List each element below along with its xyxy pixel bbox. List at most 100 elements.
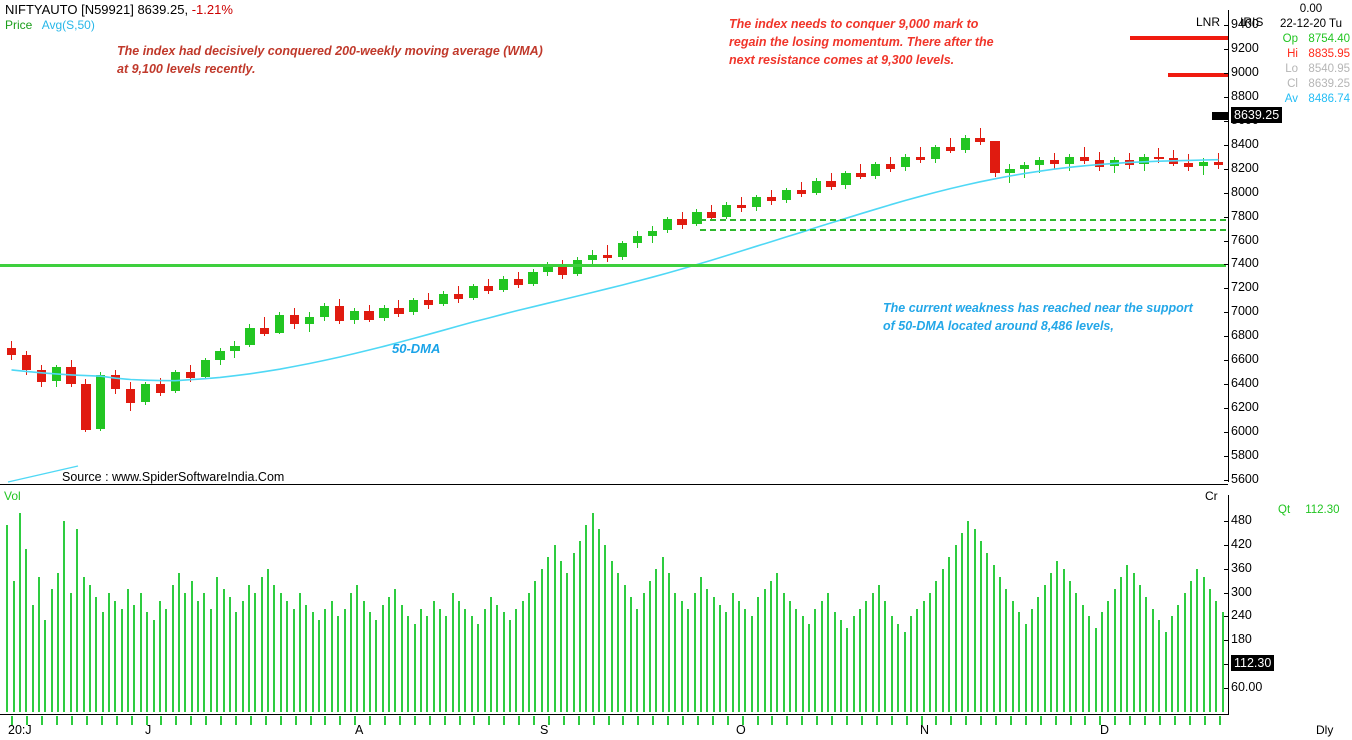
price-chart-panel[interactable]: [0, 10, 1228, 482]
x-axis-tick: [875, 716, 878, 725]
x-axis-tick: [950, 716, 953, 725]
volume-bar: [324, 608, 327, 712]
candle-wick: [607, 245, 609, 263]
source-label: Source : www.SpiderSoftwareIndia.Com: [62, 470, 285, 484]
volume-bar: [731, 592, 734, 712]
candle-body: [1184, 162, 1194, 168]
volume-bar: [878, 584, 881, 712]
volume-bar: [604, 544, 607, 712]
x-axis-tick: [980, 716, 983, 725]
candle-body: [379, 307, 389, 319]
volume-bar: [948, 556, 951, 712]
volume-bar: [1164, 632, 1167, 712]
volume-bar: [617, 572, 620, 712]
x-axis-tick: [1218, 716, 1221, 725]
volume-bar: [407, 616, 410, 712]
volume-axis-label: 240: [1231, 608, 1252, 623]
x-axis-tick: [652, 716, 655, 725]
price-axis-label: 8000: [1231, 184, 1259, 199]
x-axis-tick: [234, 716, 237, 725]
volume-axis-label: 180: [1231, 632, 1252, 647]
volume-bar: [610, 560, 613, 712]
volume-bar: [699, 576, 702, 712]
candle-body: [245, 327, 255, 345]
candle-body: [349, 311, 359, 320]
candle-body: [319, 306, 330, 318]
volume-bar: [566, 572, 569, 712]
volume-bar: [1107, 600, 1110, 712]
candle-wick: [741, 197, 743, 212]
volume-bar: [222, 588, 225, 712]
volume-bar: [50, 588, 53, 712]
price-axis-label: 6600: [1231, 352, 1259, 367]
x-axis-tick: [786, 716, 789, 725]
volume-bar: [88, 584, 91, 712]
candle-wick: [979, 127, 981, 145]
resistance-line-upper: [1130, 35, 1228, 40]
x-axis-tick: [309, 716, 312, 725]
candle-body: [1020, 165, 1030, 169]
quantity-readout: Qt 112.30: [1278, 504, 1340, 516]
volume-bar: [999, 576, 1002, 712]
volume-bar: [477, 624, 480, 712]
candle-body: [1079, 156, 1090, 162]
volume-bar: [540, 568, 543, 712]
volume-bar: [1094, 628, 1097, 712]
volume-bar: [171, 584, 174, 712]
legend-price: Price: [5, 18, 33, 32]
candle-body: [36, 369, 46, 382]
volume-bar: [922, 600, 925, 712]
x-axis-tick: [816, 716, 819, 725]
volume-axis-label: 420: [1231, 536, 1252, 551]
candle-body: [260, 327, 270, 334]
x-axis-tick: [831, 716, 834, 725]
volume-bar: [508, 620, 511, 712]
volume-bar: [292, 608, 295, 712]
annotation-line: regain the losing momentum. There after …: [729, 35, 994, 49]
candle-body: [170, 372, 180, 392]
volume-bar: [738, 600, 741, 712]
volume-bar: [1196, 568, 1199, 712]
candle-body: [617, 242, 628, 258]
price-axis-label: 9200: [1231, 40, 1259, 55]
volume-bar: [241, 600, 244, 712]
volume-bar: [572, 552, 575, 712]
candle-body: [558, 266, 568, 276]
x-axis-tick: [696, 716, 699, 725]
volume-bar: [158, 600, 161, 712]
volume-bar: [833, 612, 836, 712]
x-axis-label: N: [920, 723, 930, 737]
x-axis-label: 20:J: [8, 723, 32, 737]
candle-body: [632, 235, 642, 243]
volume-chart-panel[interactable]: [0, 500, 1228, 713]
candle-body: [975, 137, 985, 143]
symbol-label: NIFTYAUTO [N59921] 8639.25,: [5, 2, 189, 17]
candle-body: [647, 230, 657, 236]
volume-bar: [1005, 588, 1008, 712]
annotation-support: The current weakness has reached near th…: [883, 299, 1193, 335]
volume-bar: [515, 608, 518, 712]
candle-body: [200, 360, 210, 377]
candle-wick: [1218, 153, 1220, 169]
volume-bar: [935, 580, 938, 712]
quote-row-hi: Hi 8835.95: [1272, 47, 1350, 62]
x-axis-tick: [577, 716, 580, 725]
volume-bar: [483, 608, 486, 712]
volume-bar: [381, 604, 384, 712]
volume-bar: [184, 592, 187, 712]
volume-bar: [502, 612, 505, 712]
volume-bar: [1024, 624, 1027, 712]
dashed-support-line-lower: [700, 228, 1226, 231]
volume-bar: [916, 608, 919, 712]
x-axis-tick: [369, 716, 372, 725]
legend-average: Avg(S,50): [41, 18, 95, 32]
volume-bar: [827, 592, 830, 712]
dma-label: 50-DMA: [392, 341, 441, 356]
volume-bar: [1119, 576, 1122, 712]
candle-body: [543, 266, 553, 272]
price-axis-label: 5600: [1231, 472, 1259, 486]
candle-body: [513, 278, 523, 285]
dashed-support-line-upper: [700, 218, 1226, 221]
candle-body: [751, 197, 762, 207]
volume-bar: [897, 624, 900, 712]
